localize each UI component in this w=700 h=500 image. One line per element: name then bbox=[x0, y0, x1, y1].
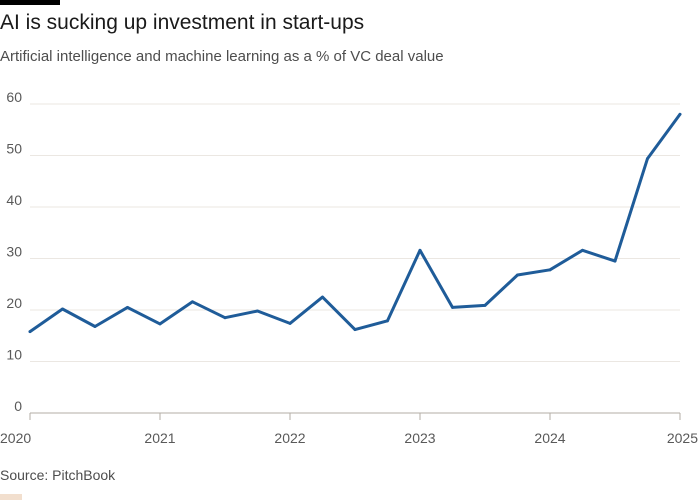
data-point bbox=[61, 307, 64, 311]
source-note: Source: PitchBook bbox=[0, 467, 116, 483]
y-tick-label: 60 bbox=[6, 89, 22, 105]
y-tick-label: 40 bbox=[6, 192, 22, 208]
chart-subtitle: Artificial intelligence and machine lear… bbox=[0, 48, 444, 65]
y-tick-label: 10 bbox=[6, 347, 22, 363]
y-tick-label: 50 bbox=[6, 141, 22, 157]
data-point bbox=[451, 306, 454, 309]
data-point bbox=[386, 319, 389, 323]
chart-title: AI is sucking up investment in start-ups bbox=[0, 11, 365, 34]
x-tick-label: 2020 bbox=[0, 430, 31, 446]
header-accent-bar bbox=[0, 0, 60, 5]
data-point bbox=[288, 321, 292, 325]
data-point bbox=[646, 157, 649, 160]
x-tick-label: 2021 bbox=[144, 430, 175, 446]
y-axis: 0 10 20 30 40 50 60 bbox=[6, 89, 22, 414]
x-tick-label: 2022 bbox=[274, 430, 305, 446]
line-chart: 0 10 20 30 40 50 60 2020 2021 2022 2023 2024 2025 bbox=[0, 89, 698, 446]
grid-lines bbox=[30, 103, 680, 414]
data-point bbox=[256, 309, 259, 313]
data-point bbox=[581, 248, 584, 252]
data-point bbox=[93, 325, 97, 328]
data-point bbox=[353, 328, 357, 331]
x-tick-label: 2025 bbox=[667, 430, 698, 446]
y-tick-label: 30 bbox=[6, 244, 22, 260]
data-point bbox=[483, 303, 487, 307]
series-line bbox=[28, 112, 682, 334]
data-point bbox=[191, 300, 194, 304]
y-tick-label: 0 bbox=[14, 398, 22, 414]
x-tick-label: 2024 bbox=[534, 430, 565, 446]
data-point bbox=[28, 330, 32, 334]
data-point bbox=[223, 316, 227, 320]
data-point bbox=[516, 273, 519, 277]
data-point bbox=[321, 295, 324, 299]
y-tick-label: 20 bbox=[6, 295, 22, 311]
data-point bbox=[678, 112, 682, 116]
data-point bbox=[418, 248, 422, 252]
data-point bbox=[126, 306, 129, 309]
x-axis: 2020 2021 2022 2023 2024 2025 bbox=[0, 413, 698, 446]
data-point bbox=[548, 268, 552, 272]
data-point bbox=[158, 322, 162, 326]
x-tick-label: 2023 bbox=[404, 430, 435, 446]
footer-accent-mark bbox=[0, 494, 22, 500]
series-layer bbox=[28, 112, 682, 334]
data-point bbox=[613, 259, 617, 263]
